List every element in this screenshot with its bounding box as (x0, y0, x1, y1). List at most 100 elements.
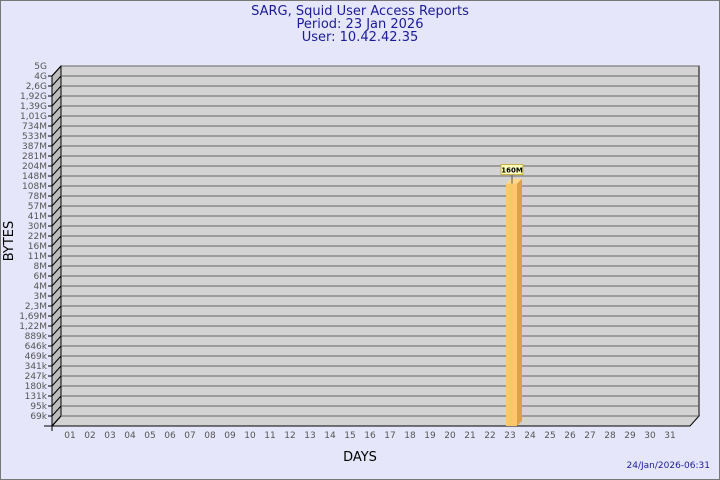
y-tick-label: 734M (22, 122, 47, 132)
x-tick-label: 28 (604, 431, 616, 441)
gridline-side (51, 105, 62, 117)
x-tick-label: 06 (164, 431, 176, 441)
y-tick-label: 148M (22, 172, 47, 182)
gridline-side (51, 355, 62, 367)
y-tick-label: 69k (30, 412, 47, 422)
gridline-side (51, 395, 62, 407)
y-tick-label: 5G (34, 62, 47, 72)
x-tick-label: 18 (404, 431, 416, 441)
x-tick-label: 10 (244, 431, 256, 441)
y-tick-label: 57M (28, 202, 47, 212)
generated-timestamp: 24/Jan/2026-06:31 (626, 461, 710, 471)
x-axis-label: DAYS (343, 450, 377, 465)
chart-user: User: 10.42.42.35 (301, 30, 419, 45)
x-tick-label: 01 (64, 431, 75, 441)
x-tick-label: 31 (664, 431, 675, 441)
x-tick-label: 16 (364, 431, 376, 441)
bar-front (506, 183, 517, 426)
x-tick-label: 02 (84, 431, 95, 441)
gridline-side (51, 115, 62, 127)
x-tick-label: 14 (324, 431, 336, 441)
x-tick-label: 17 (384, 431, 395, 441)
data-label-box (500, 164, 524, 176)
gridline-side (51, 185, 62, 197)
x-tick-label: 04 (124, 431, 136, 441)
x-tick-label: 07 (184, 431, 195, 441)
gridline-side (51, 195, 62, 207)
x-tick-label: 21 (464, 431, 475, 441)
y-tick-label: 533M (22, 132, 47, 142)
plot-left-wall (51, 64, 62, 428)
y-tick-label: 1,92G (20, 92, 47, 102)
gridline-side (51, 175, 62, 187)
y-tick-label: 6M (34, 272, 48, 282)
y-tick-label: 16M (28, 242, 47, 252)
gridline-side (51, 335, 62, 347)
y-tick-label: 78M (28, 192, 47, 202)
gridline-side (51, 215, 62, 227)
gridline-side (51, 135, 62, 147)
gridline-side (51, 275, 62, 287)
y-tick-label: 247k (25, 372, 48, 382)
y-tick-label: 1,69M (19, 312, 47, 322)
x-tick-label: 20 (444, 431, 456, 441)
x-tick-label: 29 (624, 431, 636, 441)
gridline-side (51, 75, 62, 87)
x-tick-label: 22 (484, 431, 495, 441)
gridline-side (51, 265, 62, 277)
x-tick-label: 12 (284, 431, 295, 441)
y-tick-label: 8M (34, 262, 48, 272)
gridline-side (51, 145, 62, 157)
x-tick-label: 03 (104, 431, 115, 441)
y-tick-label: 22M (28, 232, 47, 242)
y-tick-label: 387M (22, 142, 47, 152)
y-tick-label: 281M (22, 152, 47, 162)
y-tick-label: 95k (30, 402, 47, 412)
gridline-side (51, 285, 62, 297)
gridline-side (51, 205, 62, 217)
y-tick-label: 2,6G (26, 82, 47, 92)
gridline-side (51, 405, 62, 417)
gridline-side (51, 65, 62, 77)
y-tick-label: 4G (34, 72, 47, 82)
gridline-side (51, 155, 62, 167)
gridline-side (51, 315, 62, 327)
gridline-side (51, 165, 62, 177)
x-tick-label: 30 (644, 431, 656, 441)
gridline-side (51, 305, 62, 317)
x-tick-label: 26 (564, 431, 576, 441)
y-tick-label: 180k (25, 382, 48, 392)
y-tick-label: 131k (25, 392, 48, 402)
chart-period: Period: 23 Jan 2026 (296, 17, 424, 32)
y-axis-label: BYTES (2, 221, 17, 262)
x-tick-label: 23 (504, 431, 515, 441)
x-tick-label: 09 (224, 431, 236, 441)
gridline-side (51, 255, 62, 267)
gridline-side (51, 95, 62, 107)
x-tick-label: 11 (264, 431, 275, 441)
bar-top (506, 178, 522, 184)
gridline-side (51, 125, 62, 137)
bar-side (517, 178, 522, 426)
chart-title: SARG, Squid User Access Reports (251, 4, 469, 19)
y-tick-label: 3M (34, 292, 48, 302)
gridline-side (51, 375, 62, 387)
gridline-side (51, 85, 62, 97)
y-tick-label: 41M (28, 212, 47, 222)
y-tick-label: 11M (28, 252, 47, 262)
data-label: 160M (501, 167, 523, 175)
gridline-side (51, 235, 62, 247)
gridline-side (51, 385, 62, 397)
y-tick-label: 2,3M (25, 302, 47, 312)
x-tick-label: 08 (204, 431, 216, 441)
gridline-side (51, 225, 62, 237)
gridline-side (51, 325, 62, 337)
x-tick-label: 19 (424, 431, 436, 441)
y-tick-label: 469k (25, 352, 48, 362)
plot-back-wall (60, 65, 700, 417)
gridline-side (51, 365, 62, 377)
y-tick-label: 1,39G (20, 102, 47, 112)
y-tick-label: 341k (25, 362, 48, 372)
x-tick-label: 27 (584, 431, 595, 441)
